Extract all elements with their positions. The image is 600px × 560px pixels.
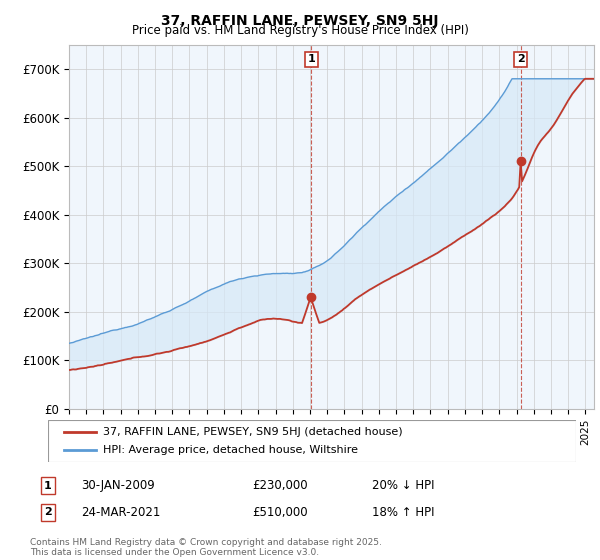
- Text: HPI: Average price, detached house, Wiltshire: HPI: Average price, detached house, Wilt…: [103, 445, 358, 455]
- Text: 24-MAR-2021: 24-MAR-2021: [81, 506, 160, 519]
- Text: 30-JAN-2009: 30-JAN-2009: [81, 479, 155, 492]
- Text: £510,000: £510,000: [252, 506, 308, 519]
- Text: 1: 1: [44, 480, 52, 491]
- Text: 20% ↓ HPI: 20% ↓ HPI: [372, 479, 434, 492]
- Text: £230,000: £230,000: [252, 479, 308, 492]
- Text: 37, RAFFIN LANE, PEWSEY, SN9 5HJ (detached house): 37, RAFFIN LANE, PEWSEY, SN9 5HJ (detach…: [103, 427, 403, 437]
- Text: Contains HM Land Registry data © Crown copyright and database right 2025.
This d: Contains HM Land Registry data © Crown c…: [30, 538, 382, 557]
- Text: Price paid vs. HM Land Registry's House Price Index (HPI): Price paid vs. HM Land Registry's House …: [131, 24, 469, 36]
- Text: 2: 2: [517, 54, 524, 64]
- FancyBboxPatch shape: [48, 420, 576, 462]
- Text: 18% ↑ HPI: 18% ↑ HPI: [372, 506, 434, 519]
- Text: 37, RAFFIN LANE, PEWSEY, SN9 5HJ: 37, RAFFIN LANE, PEWSEY, SN9 5HJ: [161, 14, 439, 28]
- Text: 2: 2: [44, 507, 52, 517]
- Text: 1: 1: [307, 54, 315, 64]
